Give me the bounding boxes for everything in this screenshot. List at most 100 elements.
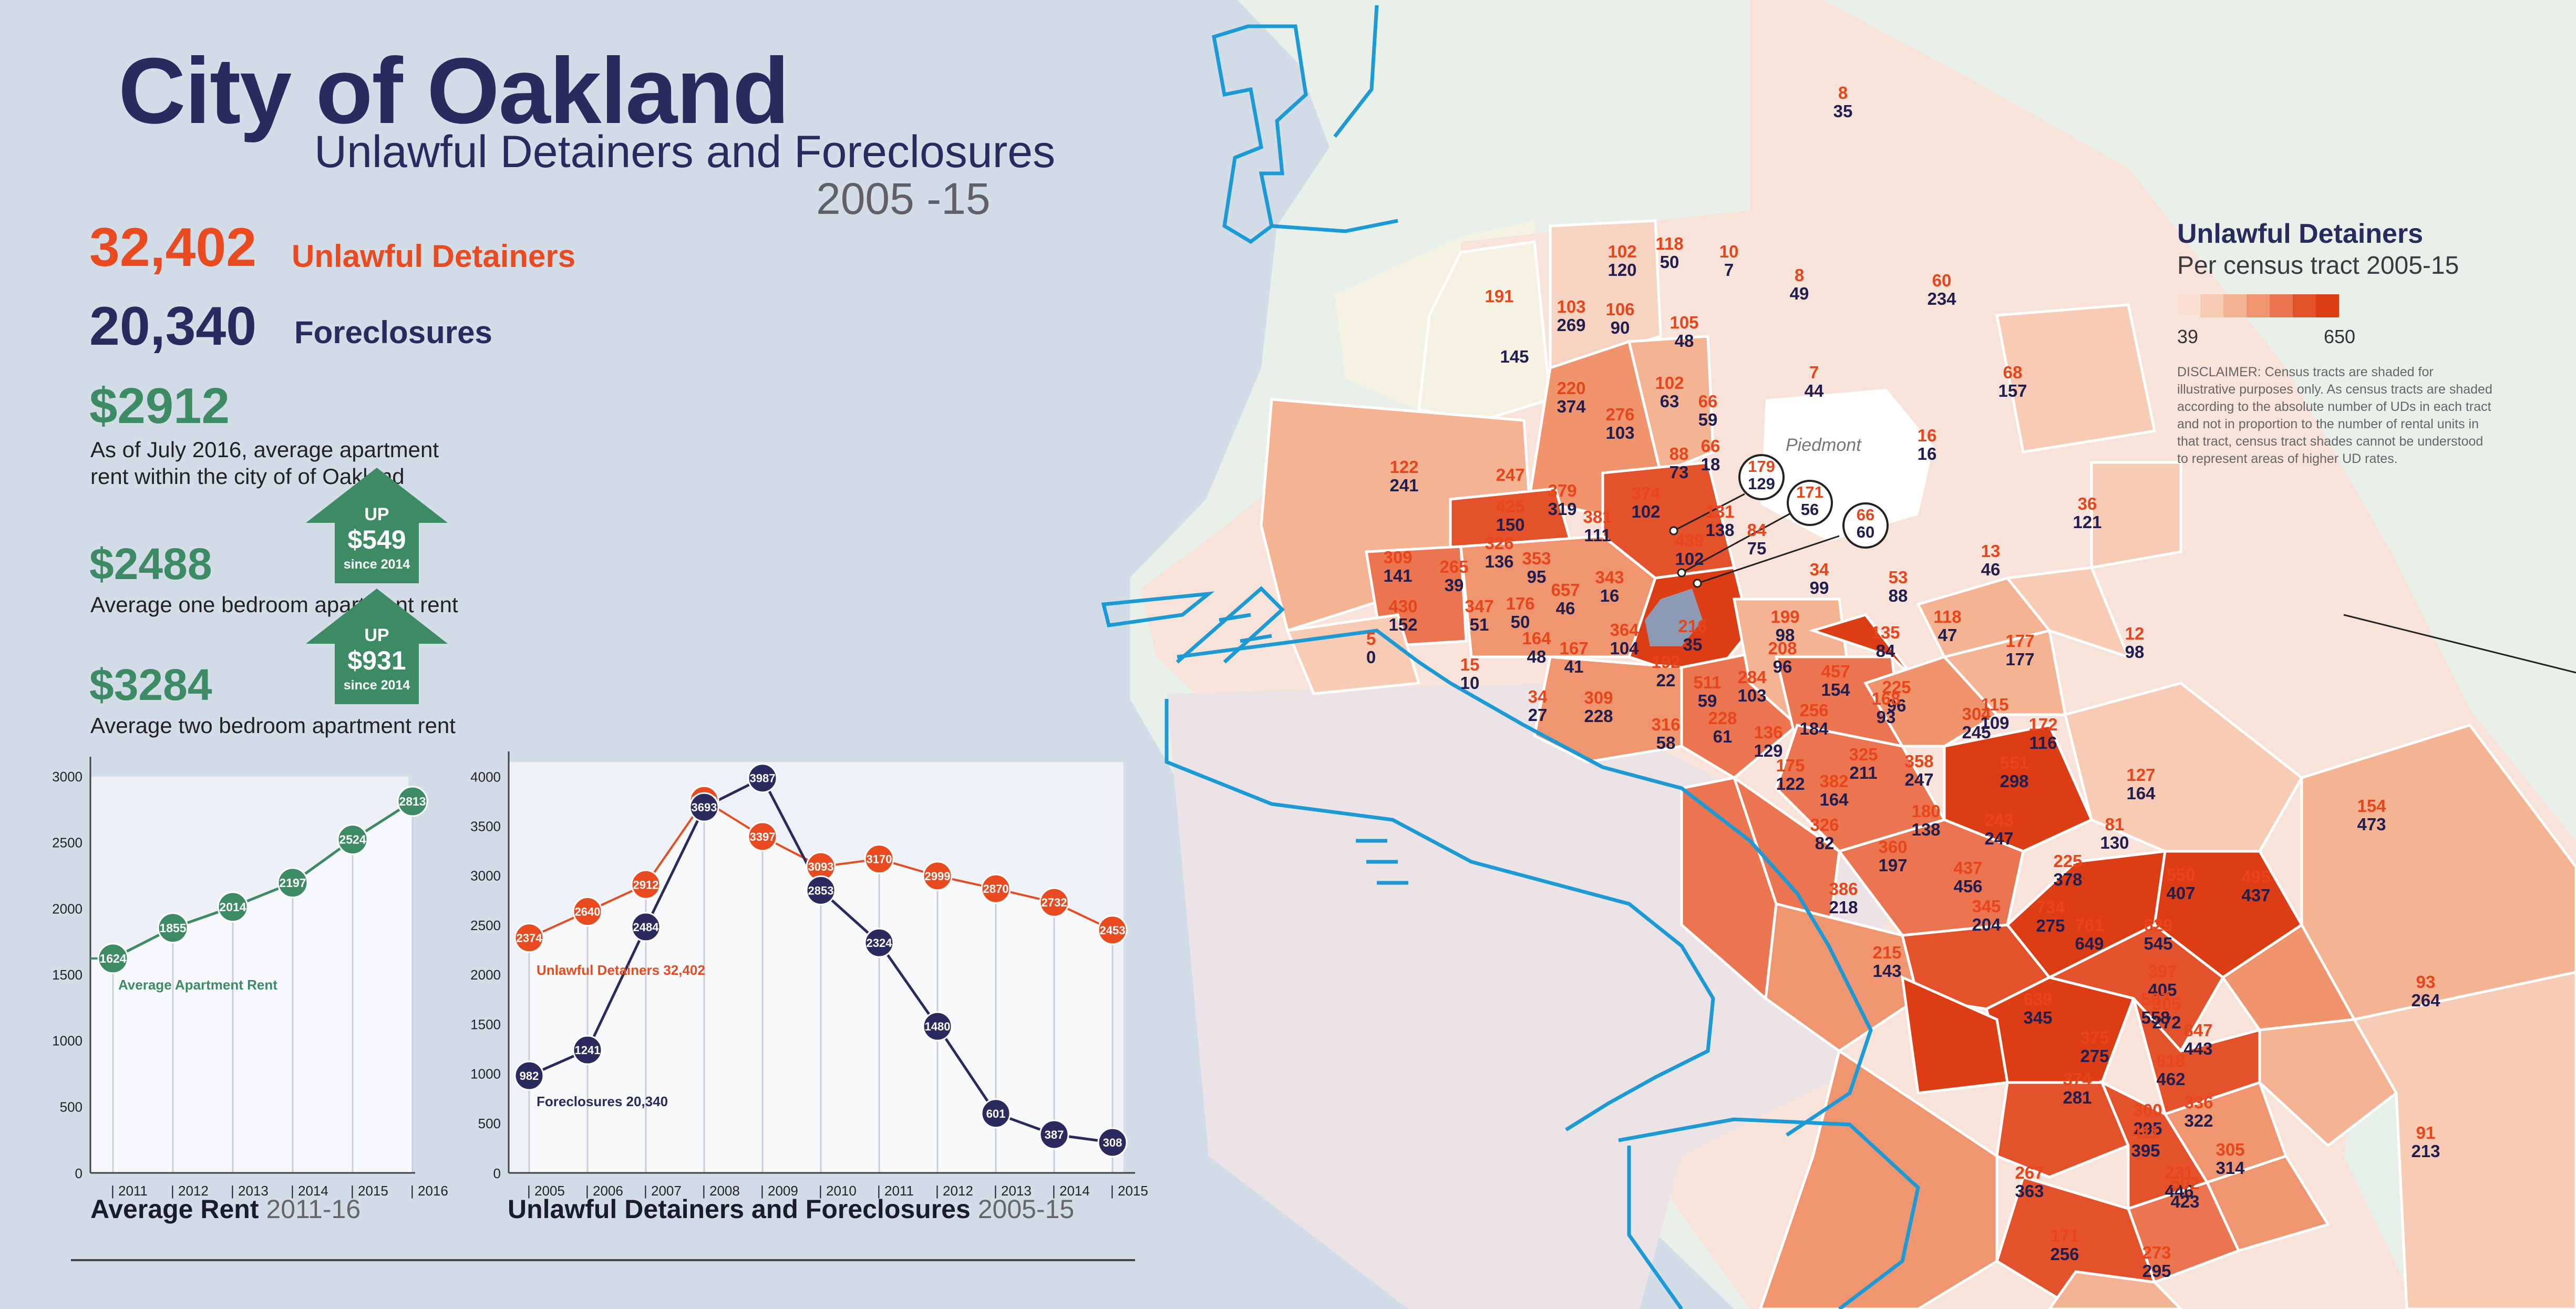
tract-ud-label: 305 <box>2152 994 2181 1014</box>
callout-circle <box>1738 454 1785 500</box>
tract-ud-label: 34 <box>1528 687 1548 706</box>
tract-fc-label: 322 <box>2184 1111 2213 1130</box>
fc-point-label: 3987 <box>750 772 776 785</box>
tract-ud-label: 102 <box>1608 242 1636 261</box>
tract-fc-label: 143 <box>1872 961 1901 981</box>
tract-ud-label: 326 <box>1485 533 1513 553</box>
fc-point <box>631 912 661 942</box>
ud-x-tick: | 2009 <box>760 1183 798 1199</box>
tract-fc-label: 121 <box>2073 512 2101 532</box>
ud-x-tick: | 2012 <box>935 1183 973 1199</box>
tract-fc-label: 157 <box>1998 381 2027 400</box>
tract-fc-label: 314 <box>2216 1158 2245 1178</box>
tract-fc-label: 247 <box>1984 829 2013 848</box>
legend-min: 39 <box>2177 326 2199 347</box>
tract-ud-label: 439 <box>1675 531 1704 550</box>
tract-ud-label: 382 <box>1819 771 1848 791</box>
tract-fc-label: 363 <box>2015 1181 2044 1201</box>
tract-shape <box>1549 219 1662 370</box>
tract-ud-label: 364 <box>1610 620 1639 640</box>
ud-y-tick: 1000 <box>470 1066 501 1082</box>
tract-shape <box>1943 724 2094 853</box>
tract-fc-label: 164 <box>2126 784 2156 803</box>
avg-rent-note-line: rent within the city of of Oakland <box>90 464 405 489</box>
tract-fc-label: 407 <box>2166 883 2195 903</box>
rent-point-label: 2524 <box>339 833 366 847</box>
tract-fc-label: 241 <box>1389 476 1418 495</box>
ud-y-tick: 1500 <box>470 1016 501 1032</box>
tract-shape <box>2300 724 2576 1021</box>
ud-point <box>572 896 603 927</box>
ud-point-label: 2912 <box>633 878 659 891</box>
tract-ud-label: 53 <box>1889 568 1908 587</box>
tract-ud-label: 93 <box>2416 972 2436 992</box>
tract-ud-label: 629 <box>2144 915 2172 935</box>
tract-fc-label: 102 <box>1631 502 1660 521</box>
tract-ud-label: 425 <box>1496 497 1524 516</box>
bay-farm <box>1618 1117 1920 1309</box>
fc-series-label: Foreclosures 20,340 <box>537 1094 668 1109</box>
tract-fc-label: 145 <box>1500 347 1529 366</box>
fc-point-label: 2853 <box>808 884 834 897</box>
tract-ud-label: 102 <box>1655 373 1684 393</box>
tract-fc-label: 558 <box>2141 1008 2170 1027</box>
tract-ud-label: 430 <box>1388 596 1417 616</box>
ud-x-tick: | 2010 <box>819 1183 857 1199</box>
tract-ud-label: 34 <box>1810 560 1829 579</box>
tract-ud-label: 122 <box>1389 457 1418 477</box>
ud-y-tick: 3000 <box>470 868 501 884</box>
ud-x-tick: | 2015 <box>1110 1183 1148 1199</box>
ud-chart-caption: Unlawful Detainers and Foreclosures 2005… <box>508 1194 1074 1224</box>
tract-ud-label: 13 <box>1981 541 2001 561</box>
rent-x-tick: | 2016 <box>410 1183 448 1199</box>
tract-ud-label: 66 <box>1698 391 1718 411</box>
lake-shape <box>1645 589 1703 646</box>
tract-ud-label: 347 <box>1465 596 1493 616</box>
tract-fc-label: 281 <box>2063 1088 2091 1107</box>
one-bed-rent: $2488 <box>89 539 212 589</box>
tract-ud-label: 247 <box>1496 465 1524 485</box>
tract-fc-label: 443 <box>2183 1039 2212 1058</box>
ud-point-label: 2870 <box>983 882 1009 895</box>
tract-fc-label: 298 <box>2000 771 2028 791</box>
tract-ud-label: 284 <box>1737 667 1767 687</box>
tract-shape <box>2005 566 2131 659</box>
tract-fc-label: 164 <box>1819 790 1849 809</box>
tract-fc-label: 129 <box>1754 741 1782 760</box>
tract-fc-label: 46 <box>1981 560 2001 579</box>
ud-y-zero: 0 <box>493 1166 501 1181</box>
tract-shape <box>1533 655 1683 764</box>
rent-area <box>90 801 413 1173</box>
tract-ud-label: 66 <box>1701 436 1720 456</box>
tract-fc-label: 395 <box>2131 1141 2160 1160</box>
ud-x-tick: | 2005 <box>527 1183 565 1199</box>
rent-x-tick: | 2012 <box>171 1183 209 1199</box>
page-years: 2005 -15 <box>816 174 991 223</box>
fc-total-label: Foreclosures <box>294 315 492 350</box>
tract-ud-label: 276 <box>1605 405 1634 424</box>
tract-fc-label: 275 <box>2080 1046 2109 1066</box>
badge-up: UP <box>364 504 389 524</box>
ud-point-label: 2640 <box>575 905 601 919</box>
tract-fc-label: 138 <box>1911 820 1940 839</box>
tract-fc-label: 378 <box>2053 870 2082 889</box>
ud-chart-caption-text: Unlawful Detainers and Foreclosures <box>508 1194 971 1224</box>
fc-point-label: 387 <box>1045 1128 1064 1141</box>
ud-x-tick: | 2011 <box>877 1183 914 1199</box>
tract-fc-label: 96 <box>1887 696 1907 715</box>
callout-circle <box>1787 480 1833 526</box>
tract-ud-label: 208 <box>1768 638 1797 658</box>
ud-chart-caption-years: 2005-15 <box>977 1194 1075 1224</box>
tract-ud-label: 273 <box>2142 1243 2171 1262</box>
legend-ramp <box>2177 294 2339 317</box>
tract-fc-label: 99 <box>1810 578 1829 597</box>
tract-ud-label: 358 <box>1904 751 1933 771</box>
tract-fc-label: 47 <box>1938 625 1957 645</box>
tract-fc-label: 103 <box>1605 423 1634 442</box>
tract-fc-label: 247 <box>1904 770 1933 789</box>
tract-ud-label: 639 <box>2023 990 2052 1009</box>
tract-fc-label: 35 <box>1683 635 1703 654</box>
leader-line <box>1681 509 1798 574</box>
tract-fc-label: 120 <box>1608 260 1636 280</box>
